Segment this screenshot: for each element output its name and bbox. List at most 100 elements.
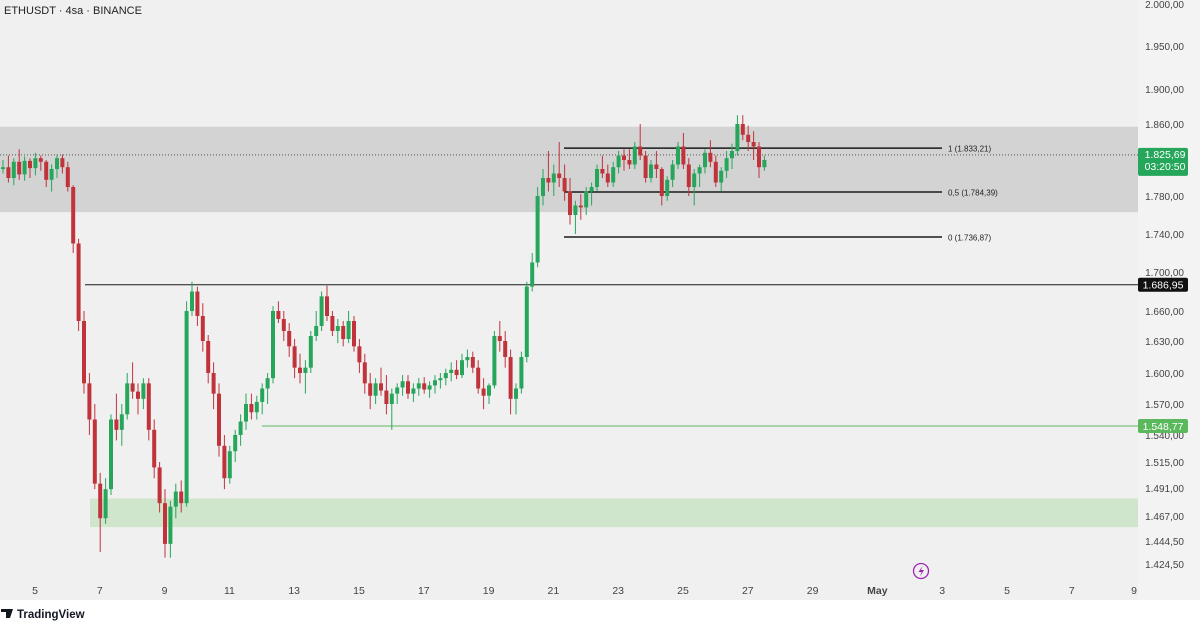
candle[interactable] (384, 375, 389, 415)
candle[interactable] (55, 154, 59, 178)
candle[interactable] (751, 131, 756, 160)
candle[interactable] (568, 178, 572, 225)
candle[interactable] (449, 362, 454, 382)
candle[interactable] (195, 286, 200, 326)
candle[interactable] (260, 383, 265, 415)
candle[interactable] (6, 155, 11, 183)
candle[interactable] (400, 375, 405, 396)
candle[interactable] (740, 115, 745, 141)
candle[interactable] (757, 142, 761, 178)
candle[interactable] (406, 375, 410, 399)
candle[interactable] (254, 395, 259, 420)
candle[interactable] (503, 331, 508, 368)
candle[interactable] (92, 404, 97, 490)
candle[interactable] (49, 164, 54, 192)
candle[interactable] (109, 414, 113, 495)
candle[interactable] (497, 321, 502, 352)
candle[interactable] (308, 331, 313, 373)
candle[interactable] (578, 194, 583, 220)
candle[interactable] (719, 167, 724, 192)
current-price-badge[interactable]: 1.825,69 03:20:50 (1138, 147, 1188, 176)
candle[interactable] (470, 351, 475, 373)
candle[interactable] (373, 378, 378, 404)
candle[interactable] (76, 238, 81, 331)
fibonacci-retracement[interactable]: 1 (1.833,21) 0,5 (1.784,39) 0 (1.736,87) (564, 145, 998, 243)
candle[interactable] (465, 349, 470, 368)
candle[interactable] (346, 311, 351, 344)
candle[interactable] (303, 360, 308, 394)
candle[interactable] (362, 353, 367, 394)
candle[interactable] (352, 316, 356, 352)
candle[interactable] (1, 160, 5, 174)
candle[interactable] (762, 155, 767, 171)
candle[interactable] (22, 156, 27, 181)
candle[interactable] (438, 373, 443, 389)
candle[interactable] (443, 368, 448, 386)
candle[interactable] (460, 353, 464, 379)
candle[interactable] (735, 115, 740, 156)
candle[interactable] (157, 462, 162, 513)
x-axis[interactable]: 5 7 9 11 13 15 17 19 21 23 25 27 29 May 3 5 7 9 (32, 585, 1137, 597)
candle[interactable] (211, 362, 216, 410)
candle[interactable] (508, 349, 513, 415)
candle[interactable] (703, 149, 707, 174)
candle[interactable] (546, 151, 551, 192)
candle[interactable] (200, 303, 205, 352)
candle[interactable] (298, 353, 302, 384)
candle[interactable] (395, 383, 400, 404)
candle[interactable] (746, 125, 751, 151)
candle[interactable] (519, 351, 524, 394)
candle[interactable] (168, 500, 173, 558)
candle[interactable] (276, 301, 281, 323)
candle[interactable] (163, 489, 167, 558)
candle[interactable] (535, 187, 540, 268)
candle[interactable] (524, 281, 529, 363)
candle[interactable] (87, 373, 92, 435)
candle[interactable] (514, 383, 518, 415)
candle[interactable] (638, 124, 643, 160)
candle[interactable] (665, 176, 670, 201)
candle[interactable] (190, 281, 194, 316)
candle[interactable] (600, 155, 605, 179)
candle[interactable] (649, 160, 653, 183)
candle[interactable] (692, 169, 697, 206)
candle[interactable] (627, 149, 632, 169)
candle[interactable] (686, 158, 691, 196)
candle[interactable] (335, 319, 340, 344)
candle[interactable] (114, 393, 119, 441)
candle[interactable] (130, 362, 135, 399)
support-zone[interactable] (90, 498, 1138, 528)
candle[interactable] (357, 339, 362, 373)
candle[interactable] (595, 164, 599, 192)
candle[interactable] (433, 375, 437, 394)
candle[interactable] (11, 158, 16, 186)
symbol-header[interactable]: ETHUSDT · 4sa · BINANCE (4, 5, 142, 17)
candle[interactable] (481, 378, 486, 410)
candle[interactable] (227, 445, 232, 484)
candle[interactable] (206, 335, 211, 384)
candle[interactable] (146, 378, 151, 441)
candle[interactable] (184, 301, 189, 507)
candle[interactable] (368, 373, 373, 410)
candle[interactable] (330, 311, 335, 336)
candle[interactable] (33, 152, 38, 176)
candle[interactable] (281, 311, 286, 341)
candle[interactable] (179, 480, 184, 513)
candle[interactable] (541, 169, 545, 206)
candle[interactable] (249, 393, 254, 420)
candle[interactable] (98, 472, 103, 552)
candle[interactable] (422, 377, 427, 394)
candle[interactable] (730, 143, 734, 169)
candle[interactable] (287, 323, 292, 357)
candle[interactable] (238, 414, 243, 446)
candle[interactable] (28, 158, 32, 178)
candle[interactable] (314, 311, 319, 341)
candle[interactable] (562, 164, 567, 201)
candle[interactable] (427, 381, 432, 398)
horizontal-line-badge[interactable]: 1.686,95 (1138, 277, 1188, 292)
candle[interactable] (379, 367, 383, 396)
candle[interactable] (38, 155, 43, 171)
candle[interactable] (681, 133, 686, 169)
candle[interactable] (103, 478, 108, 524)
